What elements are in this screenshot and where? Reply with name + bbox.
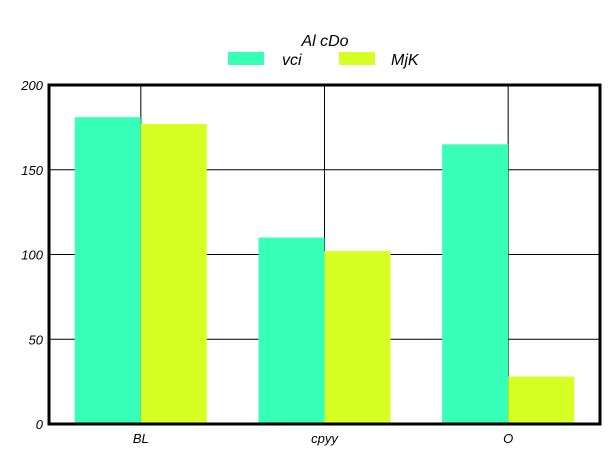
legend: vci MjK — [228, 52, 420, 69]
bar-MjK-O — [508, 376, 575, 424]
bar-MjK-BL — [140, 123, 207, 425]
legend-swatch-MjK — [339, 52, 375, 65]
y-tick-label: 100 — [21, 248, 43, 263]
x-tick-label: cpyy — [311, 431, 339, 446]
bar-vci-cpyy — [258, 237, 325, 424]
legend-label-vci: vci — [282, 52, 302, 69]
x-tick-label: O — [503, 431, 513, 446]
legend-label-MjK: MjK — [391, 52, 420, 69]
bar-vci-O — [442, 144, 509, 424]
bar-MjK-cpyy — [324, 251, 391, 424]
bar-vci-BL — [74, 117, 141, 424]
y-tick-label: 150 — [21, 163, 43, 178]
y-tick-label: 50 — [29, 332, 44, 347]
y-tick-label: 0 — [36, 417, 44, 432]
plot-frame — [47, 83, 602, 426]
y-tick-label: 200 — [20, 78, 43, 93]
legend-swatch-vci — [228, 52, 264, 65]
x-tick-label: BL — [133, 431, 149, 446]
chart-title: Al cDo — [300, 33, 348, 50]
bars — [74, 117, 575, 425]
y-axis-ticks: 0 50 100 150 200 — [20, 78, 43, 432]
x-axis-ticks: BL cpyy O — [133, 431, 513, 446]
